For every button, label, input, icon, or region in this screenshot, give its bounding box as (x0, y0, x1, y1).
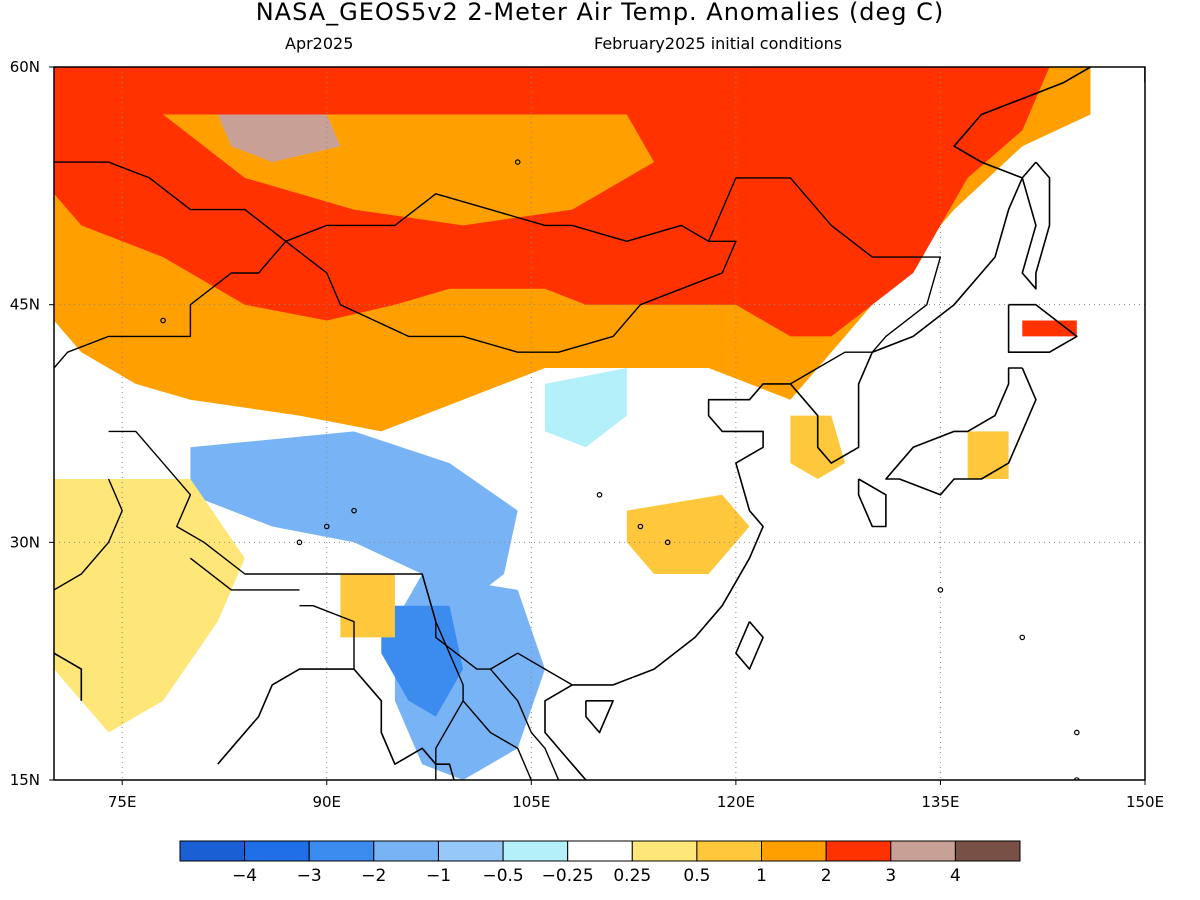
thailand-laos-border (462, 700, 532, 780)
colorbar-swatch (954, 840, 1021, 862)
colorbar-swatch (696, 840, 763, 862)
lat-tick-label: 30N (10, 533, 40, 551)
lakes-islands-layer (160, 159, 1080, 780)
colorbar-label: −0.25 (542, 866, 594, 886)
kyushu (857, 478, 887, 528)
small-lake-8 (937, 587, 944, 593)
bangladesh-border (299, 605, 355, 670)
korea-border (790, 351, 873, 385)
lon-tick-label: 135E (921, 793, 959, 811)
lon-tick-label: 120E (717, 793, 755, 811)
kazakhstan-border (54, 161, 287, 369)
coastlines-layer (54, 67, 1145, 780)
colorbar-swatch (244, 840, 310, 862)
colorbar-swatch (761, 840, 827, 862)
india-west-coast (54, 652, 83, 701)
small-lake-1 (323, 523, 330, 530)
small-lake-5 (514, 159, 521, 165)
china-south-asia-border (108, 430, 573, 686)
anomaly-region-13 (340, 574, 395, 638)
map-frame (53, 66, 1146, 781)
lat-tick-label: 60N (10, 58, 40, 76)
small-lake-4 (664, 539, 671, 546)
latitude-axis: 60N 45N 30N 15N (10, 58, 54, 789)
colorbar-label: −1 (426, 866, 451, 886)
gridlines-layer (54, 67, 1145, 780)
colorbar-swatch (438, 840, 504, 862)
map-title: NASA_GEOS5v2 2-Meter Air Temp. Anomalies… (255, 0, 945, 26)
colorbar-label: 2 (821, 866, 832, 886)
anomaly-region-5 (1022, 320, 1077, 337)
anomaly-region-7 (190, 431, 518, 606)
small-lake-0 (296, 539, 303, 546)
myanmar-east-border (421, 573, 464, 780)
indochina-west-coast (217, 668, 455, 780)
colorbar-label: −0.5 (482, 866, 523, 886)
political-borders-layer (54, 161, 942, 780)
colorbar-swatch (179, 840, 246, 862)
colorbar-label: 3 (885, 866, 896, 886)
colorbar-swatch (825, 840, 892, 862)
anomaly-region-9 (381, 605, 464, 717)
laos-vietnam-border (489, 668, 560, 780)
honshu (885, 367, 1037, 496)
colorbar-label: 4 (950, 866, 961, 886)
lon-tick-label: 90E (312, 793, 341, 811)
small-lake-3 (637, 523, 644, 530)
colorbar-label: −3 (297, 866, 322, 886)
hainan (585, 699, 614, 734)
eurasia-east-coast (544, 67, 1091, 780)
mongolia-china-border (285, 240, 737, 353)
hokkaido (1007, 303, 1078, 354)
init-conditions-label: February2025 initial conditions (594, 34, 843, 53)
longitude-axis: 75E 90E 105E 120E 135E 150E (108, 780, 1164, 811)
anomaly-region-6 (217, 114, 341, 163)
nepal-india-border (189, 557, 300, 591)
valid-month-label: Apr2025 (285, 34, 354, 53)
colorbar-swatch (308, 840, 375, 862)
lat-tick-label: 45N (10, 296, 40, 314)
small-lake-2 (351, 507, 357, 514)
russia-mongolia-border (285, 177, 942, 353)
lon-tick-label: 105E (512, 793, 550, 811)
colorbar-legend: −4 −3 −2 −1 −0.5 −0.25 0.25 0.5 1 2 3 4 (179, 840, 1021, 886)
sakhalin (1021, 161, 1051, 290)
small-lake-6 (160, 317, 166, 324)
colorbar-label: 1 (756, 866, 767, 886)
anomaly-region-12 (54, 479, 245, 733)
colorbar-swatch (631, 840, 698, 862)
colorbar-swatch (502, 840, 569, 862)
small-lake-9 (1019, 634, 1026, 641)
colorbar-label: −2 (361, 866, 386, 886)
anomaly-region-11 (626, 494, 750, 574)
lat-tick-label: 15N (10, 771, 40, 789)
colorbar-label: 0.5 (683, 866, 710, 886)
india-pakistan-border (54, 478, 123, 591)
small-lake-10 (1074, 729, 1080, 736)
colorbar-swatch (567, 840, 633, 862)
anomaly-region-10 (545, 368, 627, 448)
colorbar-label: 0.25 (613, 866, 651, 886)
colorbar-swatch (890, 840, 956, 862)
lon-tick-label: 75E (108, 793, 137, 811)
small-lake-7 (596, 491, 603, 498)
taiwan (735, 621, 764, 670)
anomaly-region-4 (967, 431, 1009, 479)
lon-tick-label: 150E (1126, 793, 1164, 811)
colorbar-label: −4 (232, 866, 257, 886)
colorbar-swatch (373, 840, 439, 862)
